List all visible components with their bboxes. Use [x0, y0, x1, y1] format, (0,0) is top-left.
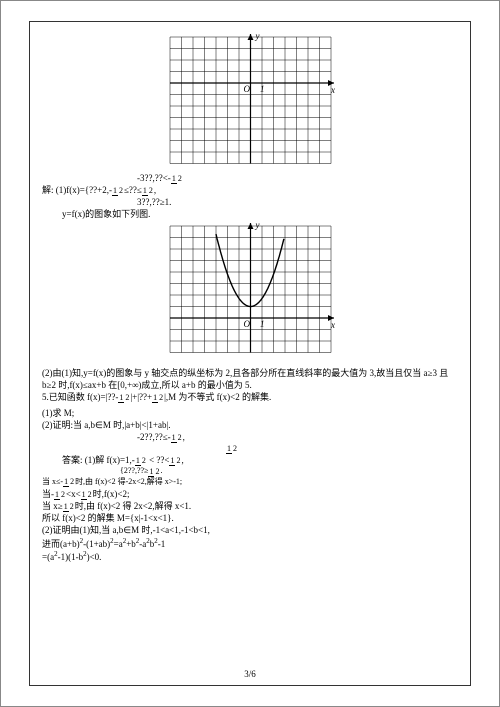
svg-text:y: y: [255, 221, 260, 230]
text-line-16: (2)证明由(1)知,当 a,b∈M 时,-1<a<1,-1<b<1,: [42, 524, 458, 536]
text-line-11: {2??,??≥12.: [120, 466, 458, 477]
text-line-10: 答案: (1)解 f(x)=1,-12 < ??<12,: [62, 454, 458, 466]
svg-text:x: x: [330, 85, 335, 95]
text-line-14: 当 x≥12时,由 f(x)<2 得 2x<2,解得 x<1.: [42, 500, 458, 512]
text-line-2: 解: (1)f(x)={??+2,-12≤??≤12,: [42, 184, 458, 196]
text-line-5: (2)由(1)知,y=f(x)的图象与 y 轴交点的纵坐标为 2,且各部分所在直…: [42, 367, 458, 391]
text-line-4: y=f(x)的图象如下列图.: [62, 208, 458, 220]
text-line-7: (1)求 M;: [42, 407, 458, 419]
svg-text:O: O: [244, 84, 251, 94]
text-line-18: =(a2-1)(1-b2)<0.: [42, 550, 458, 563]
text-line-9: -2??,??≤-12,: [137, 431, 458, 443]
text-line-12: 当 x≤-12时,由 f(x)<2 得-2x<2,解得 x>-1;: [42, 477, 458, 488]
svg-text:y: y: [255, 32, 260, 41]
svg-text:O: O: [244, 319, 251, 329]
text-line-13: 当-12<x<12时,f(x)<2;: [42, 488, 458, 500]
text-line-6: 5.已知函数 f(x)=|??-12|+|??+12|,M 为不等式 f(x)<…: [42, 391, 458, 403]
text-line-17: 进而(a+b)2-(1+ab)2=a2+b2-a2b2-1: [42, 537, 458, 550]
text-frac-right: 12: [42, 443, 458, 454]
grid-figure-1: y x O1: [165, 32, 335, 172]
text-line-3: 3??,??≥1.: [137, 196, 458, 208]
svg-text:1: 1: [260, 319, 265, 329]
svg-text:1: 1: [260, 84, 265, 94]
grid-figure-2: y x O1: [165, 221, 335, 361]
text-line-1: -3??,??<-12: [137, 172, 458, 184]
page-number: 3/6: [30, 669, 470, 679]
svg-text:x: x: [330, 320, 335, 330]
text-line-8: (2)证明:当 a,b∈M 时,|a+b|<|1+ab|.: [42, 419, 458, 431]
text-line-15: 所以 f(x)<2 的解集 M={x|-1<x<1}.: [42, 512, 458, 524]
